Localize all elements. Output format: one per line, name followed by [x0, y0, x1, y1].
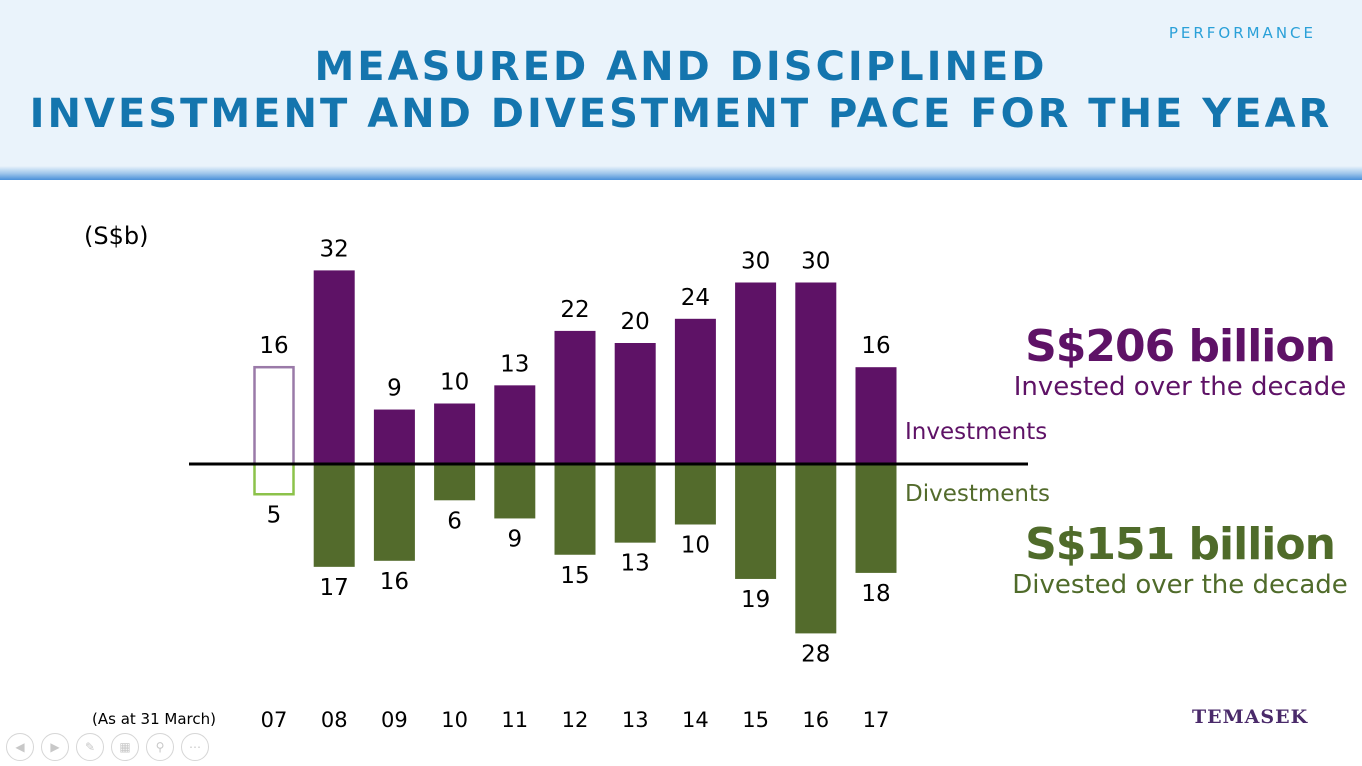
slide-nav: ◀ ▶ ✎ ▦ ⚲ ⋯: [6, 733, 209, 761]
pen-icon[interactable]: ✎: [76, 733, 104, 761]
divestment-bar-11: [494, 464, 536, 519]
header-band: [0, 0, 1362, 172]
divestment-label-09: 16: [380, 569, 409, 595]
title-line-2: INVESTMENT AND DIVESTMENT PACE FOR THE Y…: [29, 91, 1333, 137]
page-title: MEASURED AND DISCIPLINED INVESTMENT AND …: [0, 44, 1362, 138]
divestment-label-14: 10: [681, 533, 710, 559]
divestment-label-13: 13: [621, 551, 650, 577]
x-tick-08: 08: [321, 708, 348, 732]
divestment-label-07: 5: [267, 502, 282, 528]
x-tick-09: 09: [381, 708, 408, 732]
invested-text: Invested over the decade: [1013, 372, 1347, 402]
legend-investments: Investments: [905, 419, 1047, 445]
more-icon[interactable]: ⋯: [181, 733, 209, 761]
divestment-label-10: 6: [447, 508, 462, 534]
investment-bar-14: [674, 318, 716, 464]
investment-label-10: 10: [440, 370, 469, 396]
divested-text: Divested over the decade: [1012, 570, 1348, 600]
investment-label-14: 24: [681, 285, 710, 311]
header-divider: [0, 166, 1362, 180]
as-at-note: (As at 31 March): [92, 710, 216, 728]
x-tick-17: 17: [863, 708, 890, 732]
invested-summary: S$206 billion Invested over the decade: [1010, 321, 1350, 403]
investment-label-17: 16: [861, 333, 890, 359]
investment-label-07: 16: [259, 333, 288, 359]
investment-label-11: 13: [500, 351, 529, 377]
next-icon[interactable]: ▶: [41, 733, 69, 761]
temasek-logo: TEMASEK: [1192, 706, 1309, 728]
divested-summary: S$151 billion Divested over the decade: [1010, 519, 1350, 601]
divestment-bar-13: [614, 464, 656, 543]
investment-label-09: 9: [387, 376, 402, 402]
investment-bar-17: [855, 367, 897, 464]
investment-label-13: 20: [621, 309, 650, 335]
divestment-bar-12: [554, 464, 596, 555]
divestment-label-15: 19: [741, 587, 770, 613]
x-tick-14: 14: [682, 708, 709, 732]
divestment-bar-17: [855, 464, 897, 573]
divestment-label-17: 18: [861, 581, 890, 607]
investment-bar-16: [795, 282, 837, 464]
x-tick-13: 13: [622, 708, 649, 732]
investment-label-15: 30: [741, 249, 770, 275]
x-tick-07: 07: [261, 708, 288, 732]
legend-divestments: Divestments: [905, 481, 1050, 507]
divestment-bar-09: [373, 464, 415, 561]
divestment-label-16: 28: [801, 641, 830, 667]
x-tick-12: 12: [562, 708, 589, 732]
x-tick-15: 15: [742, 708, 769, 732]
investment-bar-15: [735, 282, 777, 464]
x-tick-16: 16: [802, 708, 829, 732]
divestment-bar-15: [735, 464, 777, 579]
invested-amount: S$206 billion: [1025, 321, 1336, 372]
divestment-bar-08: [313, 464, 355, 567]
investment-bar-10: [434, 403, 476, 464]
title-line-1: MEASURED AND DISCIPLINED: [314, 44, 1048, 90]
investment-bar-09: [373, 409, 415, 464]
investment-bar-07: [253, 365, 295, 466]
divestment-label-08: 17: [320, 575, 349, 601]
divestment-label-12: 15: [560, 563, 589, 589]
investment-bar-12: [554, 330, 596, 464]
previous-icon[interactable]: ◀: [6, 733, 34, 761]
unit-label: (S$b): [84, 222, 149, 250]
zoom-icon[interactable]: ⚲: [146, 733, 174, 761]
investment-bar-13: [614, 343, 656, 464]
divested-amount: S$151 billion: [1025, 519, 1336, 570]
divestment-bar-10: [434, 464, 476, 501]
divestment-bar-16: [795, 464, 837, 634]
slides-icon[interactable]: ▦: [111, 733, 139, 761]
divestment-bar-07: [253, 462, 295, 496]
investment-bar-08: [313, 270, 355, 464]
divestment-label-11: 9: [507, 526, 522, 552]
x-tick-10: 10: [441, 708, 468, 732]
investment-bar-11: [494, 385, 536, 464]
investment-label-08: 32: [320, 236, 349, 262]
investment-label-16: 30: [801, 249, 830, 275]
section-tag: PERFORMANCE: [1168, 24, 1316, 42]
investment-label-12: 22: [560, 297, 589, 323]
x-tick-11: 11: [501, 708, 528, 732]
divestment-bar-14: [674, 464, 716, 525]
